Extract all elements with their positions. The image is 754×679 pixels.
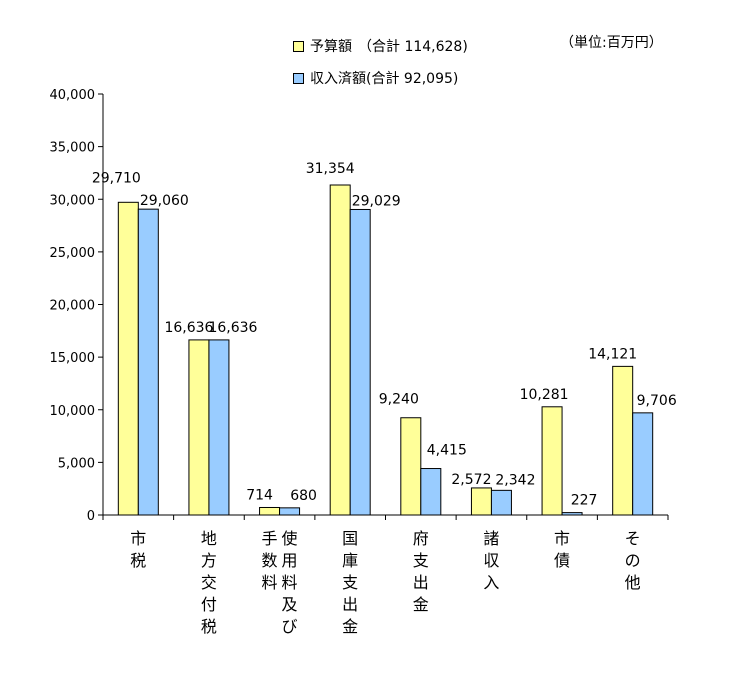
- x-category-label: び: [282, 617, 298, 636]
- data-label-budget: 14,121: [588, 346, 637, 362]
- x-category-label: 使: [282, 529, 298, 548]
- x-category-label: 金: [342, 617, 358, 636]
- legend-label-received: 収入済額: [310, 71, 366, 87]
- legend-total-received: (合計 92,095): [366, 71, 459, 87]
- x-category-label: 料: [282, 573, 298, 592]
- x-category-label: 支: [413, 551, 429, 570]
- bar-budget: [259, 506, 281, 516]
- data-label-budget: 714: [246, 487, 273, 503]
- data-label-budget: 29,710: [92, 170, 141, 186]
- data-label-budget: 9,240: [379, 392, 419, 408]
- bar-budget: [541, 406, 563, 516]
- data-label-received: 29,060: [140, 193, 189, 209]
- data-label-received: 2,342: [495, 472, 535, 488]
- x-category-label: 方: [201, 551, 217, 570]
- x-category-label: 府: [413, 529, 429, 548]
- x-category-label: 手: [262, 529, 278, 548]
- bar-received: [137, 208, 159, 516]
- x-category-label: 出: [342, 595, 358, 614]
- x-category-label: 数: [262, 551, 278, 570]
- data-label-received: 9,706: [637, 393, 677, 409]
- bar-received: [561, 512, 583, 516]
- data-label-budget: 16,636: [164, 320, 213, 336]
- x-category-label: 諸: [483, 529, 499, 548]
- data-label-received: 4,415: [427, 443, 467, 459]
- legend-label-budget: 予算額: [310, 39, 352, 55]
- bar-received: [208, 339, 230, 516]
- bar-budget: [188, 339, 210, 516]
- x-category-label: そ: [625, 529, 641, 548]
- y-tick-label: 5,000: [58, 456, 95, 471]
- x-category-label: 金: [413, 595, 429, 614]
- x-category-label: 用: [282, 551, 298, 570]
- x-category-label: の: [625, 551, 641, 570]
- legend-total-budget: （合計 114,628): [358, 39, 468, 55]
- x-category-label: 収: [483, 551, 499, 570]
- x-category-label: 入: [483, 573, 499, 592]
- y-tick-label: 40,000: [50, 88, 96, 103]
- y-tick-label: 30,000: [50, 193, 96, 208]
- data-label-received: 227: [571, 493, 598, 509]
- x-category-label: 庫: [342, 551, 358, 570]
- data-label-budget: 31,354: [306, 161, 355, 177]
- unit-label: （単位:百万円）: [560, 35, 663, 51]
- x-category-label: 支: [342, 573, 358, 592]
- x-category-label: 税: [201, 617, 217, 636]
- bar-received: [420, 468, 442, 516]
- x-category-label: 市: [554, 529, 570, 548]
- x-category-label: 他: [625, 573, 641, 592]
- legend-item-budget: 予算額 （合計 114,628): [293, 34, 468, 58]
- y-tick-label: 20,000: [50, 299, 96, 314]
- bar-received: [349, 208, 371, 516]
- y-tick-label: 0: [87, 509, 95, 524]
- x-category-label: 料: [262, 573, 278, 592]
- x-category-label: 債: [554, 551, 570, 570]
- bar-budget: [329, 184, 351, 516]
- x-category-label: 税: [130, 551, 146, 570]
- legend-swatch-received: [293, 72, 304, 84]
- bar-received: [279, 507, 301, 516]
- bar-received: [632, 412, 654, 516]
- legend: 予算額 （合計 114,628) 収入済額 (合計 92,095): [293, 34, 468, 98]
- x-category-label: 及: [282, 595, 298, 614]
- data-label-received: 29,029: [352, 193, 401, 209]
- bar-budget: [470, 487, 492, 516]
- y-tick-label: 25,000: [50, 246, 96, 261]
- x-category-label: 出: [413, 573, 429, 592]
- bar-budget: [612, 365, 634, 516]
- y-tick-label: 35,000: [50, 141, 96, 156]
- x-category-label: 付: [201, 595, 217, 614]
- legend-item-received: 収入済額 (合計 92,095): [293, 66, 468, 90]
- x-category-label: 市: [130, 529, 146, 548]
- legend-swatch-budget: [293, 40, 304, 52]
- bar-budget: [400, 417, 422, 516]
- data-label-budget: 2,572: [451, 472, 491, 488]
- x-category-label: 国: [342, 529, 358, 548]
- data-label-budget: 10,281: [520, 387, 569, 403]
- x-category-label: 交: [201, 573, 217, 592]
- bar-received: [490, 489, 512, 516]
- y-tick-label: 10,000: [50, 404, 96, 419]
- x-category-label: 地: [201, 529, 217, 548]
- y-tick-label: 15,000: [50, 351, 96, 366]
- data-label-received: 16,636: [208, 320, 257, 336]
- data-label-received: 680: [290, 488, 317, 504]
- bar-budget: [117, 201, 139, 516]
